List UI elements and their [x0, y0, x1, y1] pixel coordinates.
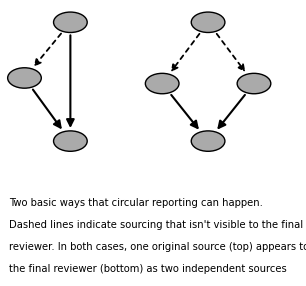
Text: Two basic ways that circular reporting can happen.: Two basic ways that circular reporting c…	[9, 198, 263, 208]
Circle shape	[54, 12, 87, 33]
Circle shape	[145, 73, 179, 94]
Circle shape	[191, 12, 225, 33]
Circle shape	[8, 68, 41, 88]
Text: Dashed lines indicate sourcing that isn't visible to the final: Dashed lines indicate sourcing that isn'…	[9, 220, 303, 230]
Text: reviewer. In both cases, one original source (top) appears to: reviewer. In both cases, one original so…	[9, 242, 306, 252]
Text: the final reviewer (bottom) as two independent sources: the final reviewer (bottom) as two indep…	[9, 264, 287, 274]
Circle shape	[54, 131, 87, 151]
Circle shape	[191, 131, 225, 151]
Circle shape	[237, 73, 271, 94]
